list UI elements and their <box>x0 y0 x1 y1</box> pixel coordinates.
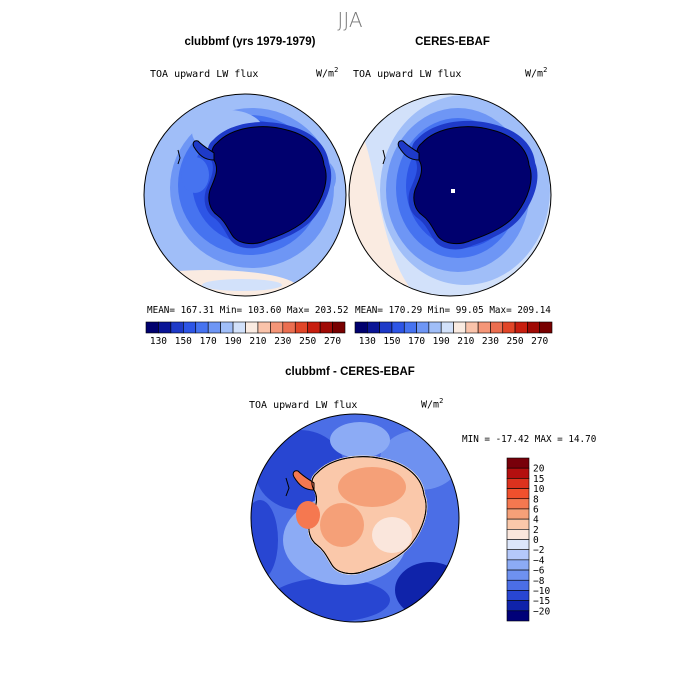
colorbar-swatch <box>270 321 284 334</box>
colorbar-swatch <box>506 610 530 622</box>
panel2-units: W/m2 <box>525 66 548 80</box>
colorbar-swatch <box>506 518 530 530</box>
colorbar-swatch <box>506 569 530 581</box>
colorbar-tick-label: 15 <box>533 474 544 485</box>
colorbar-swatch <box>539 321 553 334</box>
colorbar-tick-label: 130 <box>150 336 167 347</box>
season-title: JJA <box>337 8 363 32</box>
colorbar-swatch <box>428 321 442 334</box>
colorbar-tick-label: 250 <box>506 336 523 347</box>
colorbar-swatch <box>332 321 346 334</box>
panel1-map <box>143 93 347 297</box>
panel3-variable: TOA upward LW flux <box>249 400 358 411</box>
colorbar-swatch <box>490 321 504 334</box>
colorbar-swatch <box>506 549 530 561</box>
panel2-map <box>348 93 552 297</box>
colorbar-tick-label: −6 <box>533 566 545 577</box>
colorbar-swatch <box>403 321 417 334</box>
colorbar-swatch <box>294 321 308 334</box>
colorbar-swatch <box>195 321 209 334</box>
colorbar-swatch <box>440 321 454 334</box>
panel2-variable: TOA upward LW flux <box>353 69 462 80</box>
colorbar-tick-label: 0 <box>533 535 539 546</box>
colorbar-swatch <box>220 321 234 334</box>
colorbar-tick-label: 230 <box>482 336 499 347</box>
colorbar-tick-label: −20 <box>533 606 550 617</box>
colorbar-tick-label: 130 <box>359 336 376 347</box>
panel2-title: CERES-EBAF <box>415 36 490 48</box>
colorbar-swatch <box>506 508 530 520</box>
colorbar-swatch <box>514 321 528 334</box>
colorbar-swatch <box>257 321 271 334</box>
colorbar-swatch <box>282 321 296 334</box>
colorbar-tick-label: 4 <box>533 515 539 526</box>
colorbar-tick-label: 250 <box>299 336 316 347</box>
colorbar-swatch <box>145 321 159 334</box>
panel1-variable: TOA upward LW flux <box>150 69 259 80</box>
colorbar-tick-label: −4 <box>533 555 545 566</box>
panel1-title: clubbmf (yrs 1979-1979) <box>184 36 316 48</box>
colorbar-swatch <box>307 321 321 334</box>
colorbar-tick-label: 270 <box>324 336 341 347</box>
colorbar-swatch <box>367 321 380 334</box>
colorbar-swatch <box>506 579 530 591</box>
colorbar-swatch <box>183 321 197 334</box>
colorbar-swatch <box>391 321 405 334</box>
colorbar-swatch <box>502 321 516 334</box>
panel3-title: clubbmf - CERES-EBAF <box>285 366 415 378</box>
colorbar-tick-label: 170 <box>408 336 425 347</box>
colorbar-tick-label: 20 <box>533 464 545 475</box>
colorbar-tick-label: 150 <box>383 336 400 347</box>
panel3-units: W/m2 <box>421 397 444 411</box>
colorbar-swatch <box>453 321 467 334</box>
colorbar-swatch <box>207 321 221 334</box>
colorbar-swatch <box>506 529 530 540</box>
panel3-map <box>250 413 460 623</box>
colorbar-tick-label: 210 <box>457 336 474 347</box>
colorbar-tick-label: 190 <box>224 336 241 347</box>
colorbar-tick-label: 170 <box>200 336 217 347</box>
colorbar-swatch <box>354 321 368 334</box>
panel1-colorbar: 130 150 170 190 210 230 250 270 <box>145 321 346 347</box>
panel2-stats: MEAN= 170.29 Min= 99.05 Max= 209.14 <box>355 305 551 316</box>
colorbar-tick-label: −8 <box>533 576 545 587</box>
colorbar-swatch <box>506 488 530 500</box>
colorbar-tick-label: 150 <box>175 336 192 347</box>
colorbar-swatch <box>319 321 333 334</box>
panel1-units: W/m2 <box>316 66 339 80</box>
colorbar-swatch <box>506 590 530 601</box>
colorbar-swatch <box>477 321 491 334</box>
colorbar-swatch <box>506 478 530 489</box>
colorbar-swatch <box>506 539 530 550</box>
colorbar-swatch <box>245 321 259 334</box>
colorbar-tick-label: −10 <box>533 586 550 597</box>
colorbar-swatch <box>506 498 530 510</box>
colorbar-swatch <box>506 559 530 571</box>
colorbar-swatch <box>170 321 184 334</box>
colorbar-swatch <box>506 600 530 612</box>
colorbar-swatch <box>465 321 479 334</box>
colorbar-swatch <box>416 321 430 334</box>
colorbar-tick-label: 10 <box>533 484 545 495</box>
colorbar-tick-label: −15 <box>533 596 550 607</box>
colorbar-tick-label: 8 <box>533 494 539 505</box>
colorbar-tick-label: 270 <box>531 336 548 347</box>
panel3-stats: MIN = -17.42 MAX = 14.70 <box>462 434 597 445</box>
panel2-colorbar: 130 150 170 190 210 230 250 270 <box>354 321 553 347</box>
colorbar-swatch <box>232 321 246 334</box>
colorbar-tick-label: 2 <box>533 525 539 536</box>
colorbar-tick-label: −2 <box>533 545 544 556</box>
colorbar-swatch <box>506 457 530 469</box>
colorbar-tick-label: 230 <box>274 336 291 347</box>
colorbar-swatch <box>527 321 540 334</box>
colorbar-swatch <box>158 321 172 334</box>
panel1-stats: MEAN= 167.31 Min= 103.60 Max= 203.52 <box>147 305 349 316</box>
colorbar-swatch <box>506 467 530 479</box>
colorbar-tick-label: 210 <box>249 336 266 347</box>
colorbar-tick-label: 190 <box>433 336 450 347</box>
colorbar-swatch <box>379 321 393 334</box>
colorbar-tick-label: 6 <box>533 504 539 515</box>
